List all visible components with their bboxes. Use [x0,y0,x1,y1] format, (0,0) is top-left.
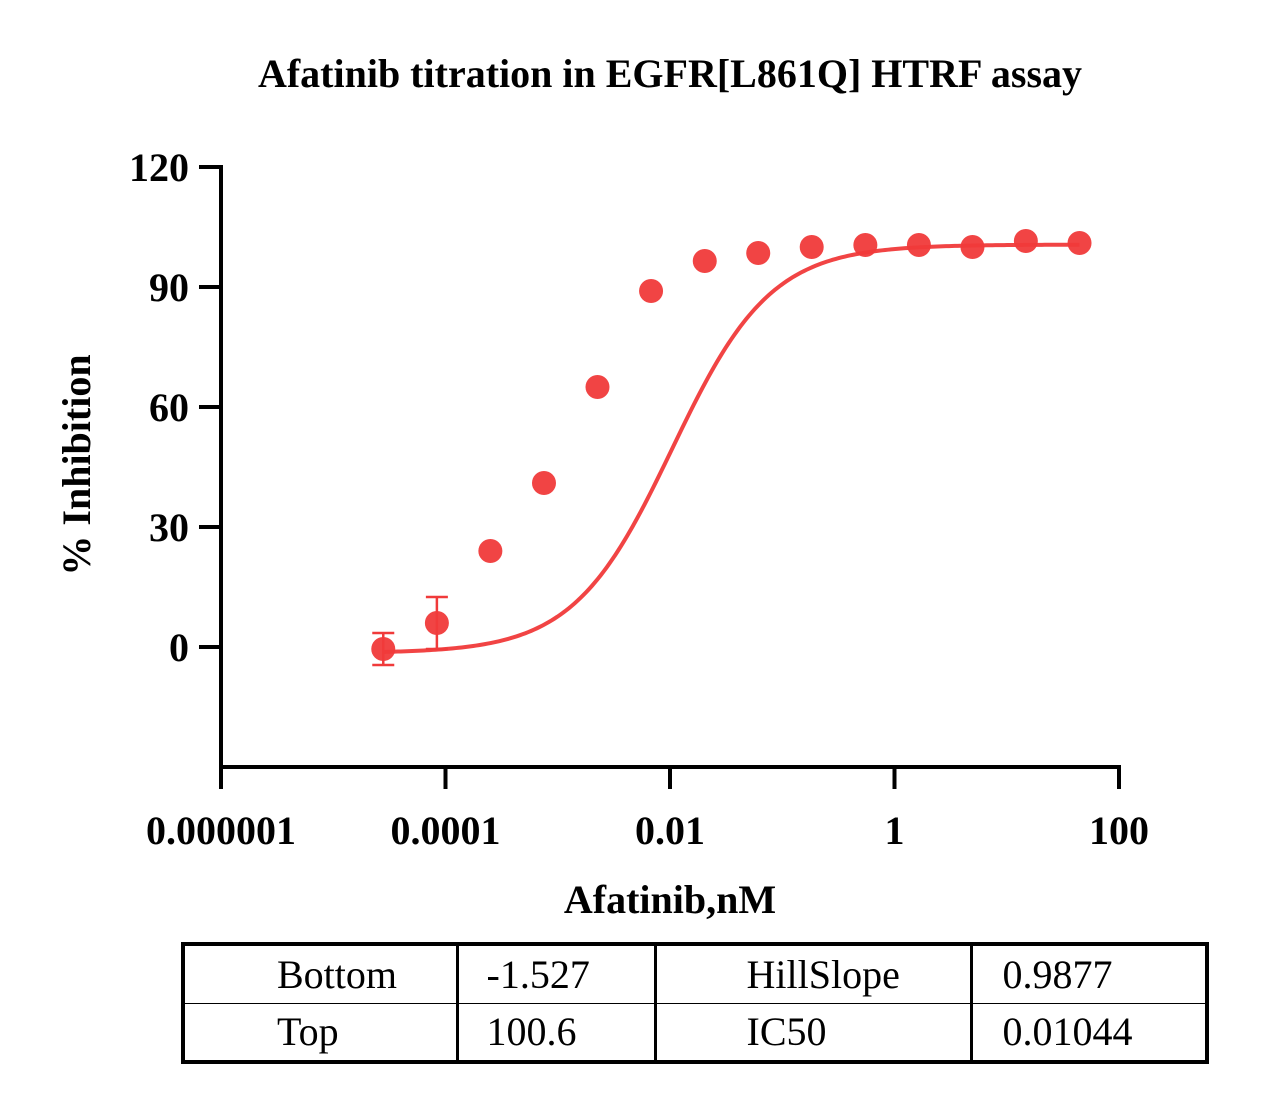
data-points-layer [371,229,1092,667]
dose-response-chart: Afatinib titration in EGFR[L861Q] HTRF a… [54,51,1149,922]
data-point [906,233,931,257]
table-cell: 0.9877 [969,942,1209,1004]
data-point [692,249,717,273]
data-point [371,637,396,661]
table-cell: HillSlope [653,942,973,1004]
data-point [1067,231,1092,255]
x-tick-label: 0.0001 [391,808,501,853]
x-tick-label: 0.01 [635,808,705,853]
x-tick-label: 1 [885,808,905,853]
chart-title: Afatinib titration in EGFR[L861Q] HTRF a… [258,51,1082,96]
x-tick-label: 100 [1089,808,1149,853]
y-tick-label: 0 [169,625,189,670]
table-cell: 0.01044 [969,1002,1209,1064]
table-row: Bottom -1.527 HillSlope 0.9877 [181,942,1209,1004]
data-point [639,279,664,303]
table-row: Top 100.6 IC50 0.01044 [181,1002,1209,1064]
y-tick-label: 30 [149,505,189,550]
fit-parameters-table: Bottom -1.527 HillSlope 0.9877 Top 100.6… [181,942,1209,1064]
x-tick-label: 0.000001 [146,808,296,853]
data-point [424,611,449,635]
fit-curve-layer [383,242,1080,654]
data-point [1013,229,1038,253]
axes: 0 30 60 90 120 0.000001 0.0001 0.01 1 100 [129,145,1149,853]
data-point [585,375,610,399]
table-cell: Top [181,1002,459,1064]
fit-curve [383,242,1080,654]
data-point [746,241,771,265]
data-point [853,233,878,257]
data-point [960,235,985,259]
table-cell: 100.6 [455,1002,657,1064]
data-point [531,471,556,495]
data-point [478,539,503,563]
table-cell: Bottom [181,942,459,1004]
table-cell: IC50 [653,1002,973,1064]
y-axis-label: % Inhibition [54,354,99,575]
y-tick-label: 120 [129,145,189,190]
y-tick-label: 60 [149,385,189,430]
x-axis-label: Afatinib,nM [564,877,776,922]
data-point [799,235,824,259]
y-tick-label: 90 [149,265,189,310]
table-cell: -1.527 [455,942,657,1004]
